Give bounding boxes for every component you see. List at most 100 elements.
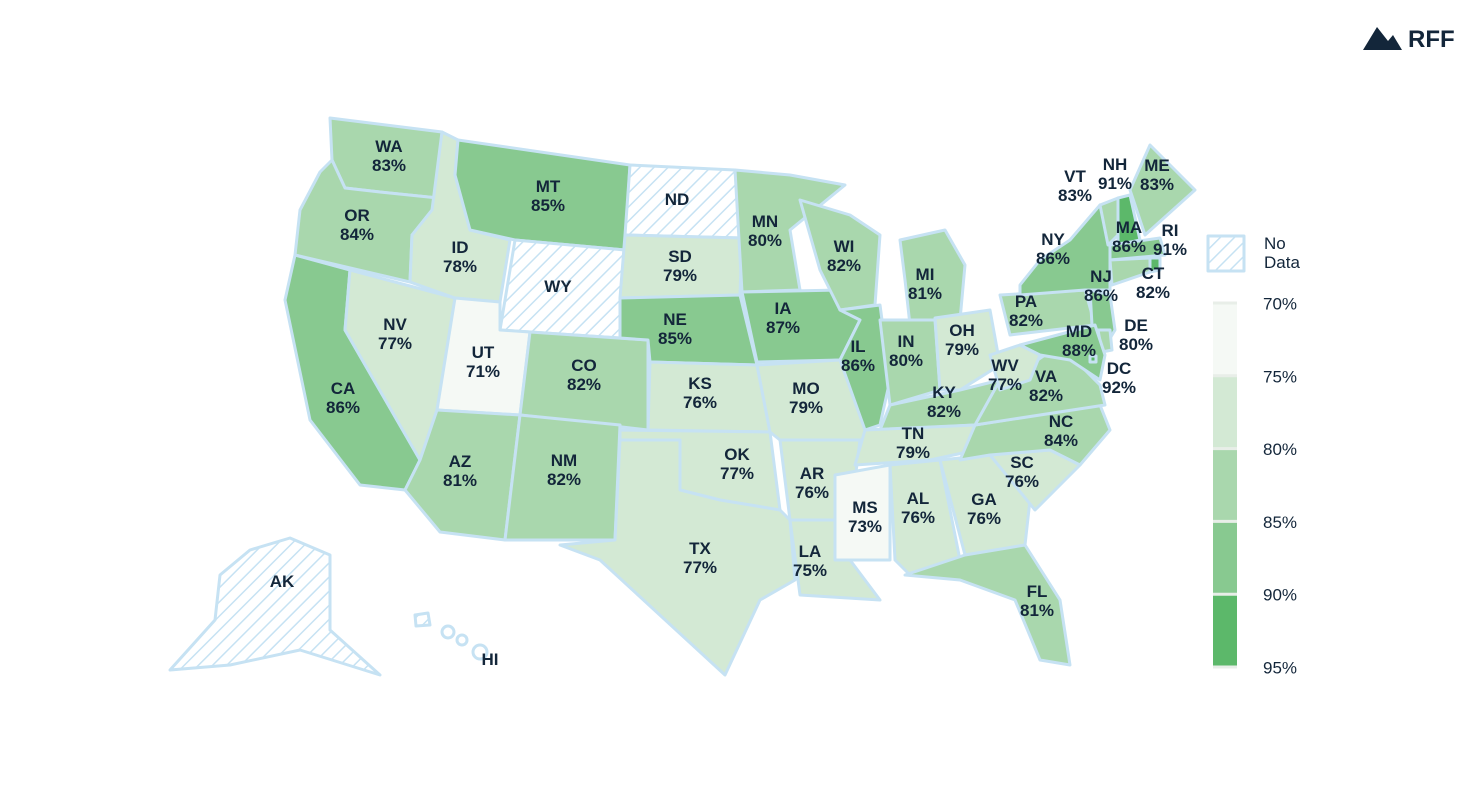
value-label: 82% [827, 256, 861, 275]
state [988, 343, 1042, 392]
island [440, 624, 456, 640]
no-data-label: No Data [1264, 234, 1300, 272]
value-label: 83% [1140, 175, 1174, 194]
no-data-swatch [1206, 234, 1246, 273]
state-label: SC [1010, 453, 1034, 472]
state-label: UT [472, 343, 495, 362]
value-label: 78% [443, 257, 477, 276]
state-label: OH [949, 321, 975, 340]
state [838, 303, 892, 432]
state-label: VT [1064, 167, 1086, 186]
value-label: 76% [795, 483, 829, 502]
logo-icon [1363, 27, 1402, 50]
state-label: TN [902, 424, 925, 443]
state-label: GA [971, 490, 997, 509]
value-label: 82% [567, 375, 601, 394]
state-label: CA [331, 379, 356, 398]
state-label: MS [852, 498, 878, 517]
value-label: 82% [1029, 386, 1063, 405]
state-label: AK [270, 572, 295, 591]
value-label: 75% [793, 561, 827, 580]
state-label: SD [668, 247, 692, 266]
value-label: 84% [340, 225, 374, 244]
value-label: 86% [1112, 237, 1146, 256]
state-label: MN [752, 212, 778, 231]
value-label: 79% [789, 398, 823, 417]
state [558, 438, 797, 677]
value-label: 92% [1102, 378, 1136, 397]
state-label: NV [383, 315, 407, 334]
value-label: 76% [901, 508, 935, 527]
value-label: 76% [683, 393, 717, 412]
state-label: MA [1116, 218, 1142, 237]
state-label: MI [916, 265, 935, 284]
state-label: NH [1103, 155, 1128, 174]
state-label: NJ [1090, 267, 1112, 286]
state [1108, 236, 1167, 262]
island [455, 633, 469, 647]
value-label: 82% [547, 470, 581, 489]
legend-tick-label: 75% [1263, 367, 1297, 386]
state-label: IN [898, 332, 915, 351]
legend-bin [1213, 594, 1237, 667]
value-label: 86% [1036, 249, 1070, 268]
state-label: PA [1015, 292, 1037, 311]
value-label: 86% [326, 398, 360, 417]
value-label: 91% [1098, 174, 1132, 193]
state-label: AL [907, 489, 930, 508]
value-label: 82% [1009, 311, 1043, 330]
state-label: KY [932, 383, 956, 402]
state-label: TX [689, 539, 711, 558]
state-label: WA [375, 137, 402, 156]
legend-tick-label: 70% [1263, 294, 1297, 313]
state-label: RI [1162, 221, 1179, 240]
states [168, 116, 1197, 677]
state-label: IA [775, 299, 792, 318]
value-label: 87% [766, 318, 800, 337]
state-label: FL [1027, 582, 1048, 601]
state [1108, 256, 1152, 287]
value-label: 73% [848, 517, 882, 536]
legend-bin [1213, 303, 1237, 376]
state-label: ME [1144, 156, 1170, 175]
state-label: LA [799, 542, 822, 561]
state-label: NM [551, 451, 577, 470]
state-label: CT [1142, 264, 1165, 283]
state-label: OK [724, 445, 750, 464]
state-label: ID [452, 238, 469, 257]
state-label: MD [1066, 322, 1092, 341]
legend-tick-label: 95% [1263, 658, 1297, 677]
value-label: 77% [378, 334, 412, 353]
value-label: 83% [372, 156, 406, 175]
state [413, 611, 432, 628]
state-label: WY [544, 277, 572, 296]
state [958, 403, 1112, 467]
value-label: 86% [841, 356, 875, 375]
island [471, 643, 489, 661]
value-label: 80% [748, 231, 782, 250]
value-label: 79% [945, 340, 979, 359]
state-label: NC [1049, 412, 1074, 431]
state-label: NY [1041, 230, 1065, 249]
state [933, 308, 1002, 392]
state [168, 536, 382, 677]
state-label: WI [834, 237, 855, 256]
state-label: KS [688, 374, 712, 393]
value-label: 79% [663, 266, 697, 285]
legend-tick-label: 90% [1263, 586, 1297, 605]
value-label: 79% [896, 443, 930, 462]
state-label: OR [344, 206, 370, 225]
state-label: DE [1124, 316, 1148, 335]
state-label: HI [482, 650, 499, 669]
value-label: 80% [889, 351, 923, 370]
value-label: 77% [683, 558, 717, 577]
state [1088, 354, 1098, 364]
state-label: IL [850, 337, 865, 356]
value-label: 71% [466, 362, 500, 381]
value-label: 84% [1044, 431, 1078, 450]
state-label: VA [1035, 367, 1057, 386]
value-label: 82% [927, 402, 961, 421]
